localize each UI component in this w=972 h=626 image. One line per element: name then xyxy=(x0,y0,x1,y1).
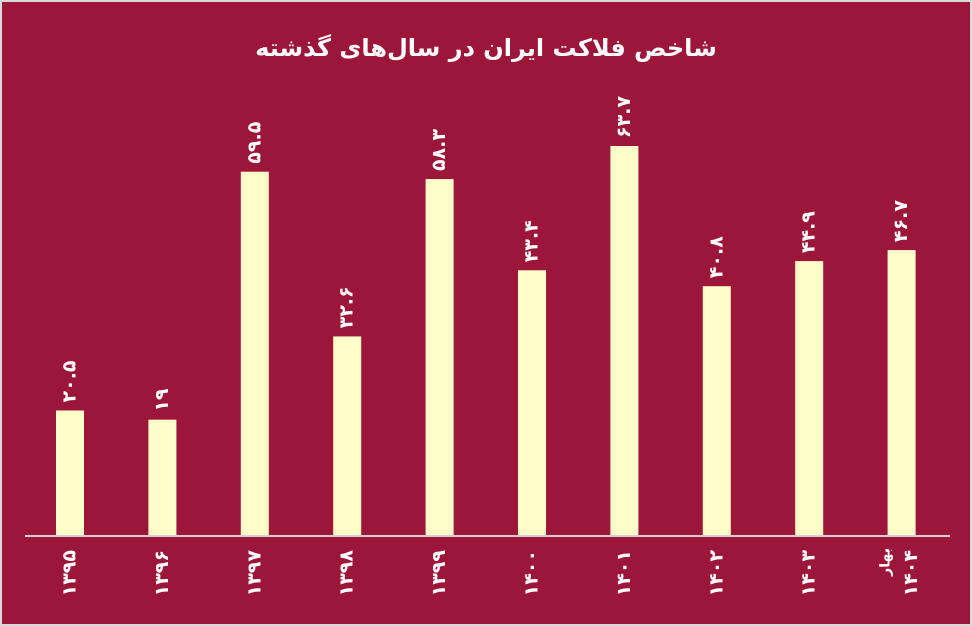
data-label: ۵۸.۳ xyxy=(428,129,450,171)
bar xyxy=(795,261,824,536)
x-tick-label: ۱۴۰۴ xyxy=(900,550,922,596)
x-tick-label: ۱۳۹۵ xyxy=(59,550,81,597)
bar xyxy=(702,286,731,536)
x-tick-label: ۱۴۰۲ xyxy=(705,550,727,597)
data-label: ۴۳.۴ xyxy=(521,220,543,262)
bar xyxy=(887,250,916,536)
x-tick-label: ۱۴۰۳ xyxy=(798,550,820,597)
bar xyxy=(56,410,84,536)
x-tick-label: ۱۳۹۷ xyxy=(243,550,265,597)
chart-title: شاخص فلاکت ایران در سال‌های گذشته xyxy=(255,34,717,62)
x-tick-label: بهار xyxy=(878,548,894,577)
data-label: ۴۶.۷ xyxy=(890,200,912,242)
data-label: ۶۳.۷ xyxy=(613,96,635,138)
x-tick-label: ۱۳۹۶ xyxy=(151,550,173,596)
x-tick-label: ۱۴۰۱ xyxy=(613,550,635,596)
data-label: ۱۹ xyxy=(151,388,173,412)
data-label: ۲۰.۵ xyxy=(59,360,81,402)
data-label: ۴۰.۸ xyxy=(705,236,727,278)
data-label: ۵۹.۵ xyxy=(243,121,265,163)
data-label: ۴۴.۹ xyxy=(798,211,820,253)
bar xyxy=(610,146,639,536)
x-tick-label: ۱۴۰۰ xyxy=(521,550,543,596)
bar xyxy=(425,179,454,536)
bar xyxy=(240,171,269,536)
bar xyxy=(518,270,546,536)
x-tick-label: ۱۳۹۸ xyxy=(336,550,358,597)
bar xyxy=(333,336,362,536)
bar xyxy=(148,419,177,536)
data-label: ۳۲.۶ xyxy=(336,286,358,328)
x-tick-label: ۱۳۹۹ xyxy=(428,550,450,597)
